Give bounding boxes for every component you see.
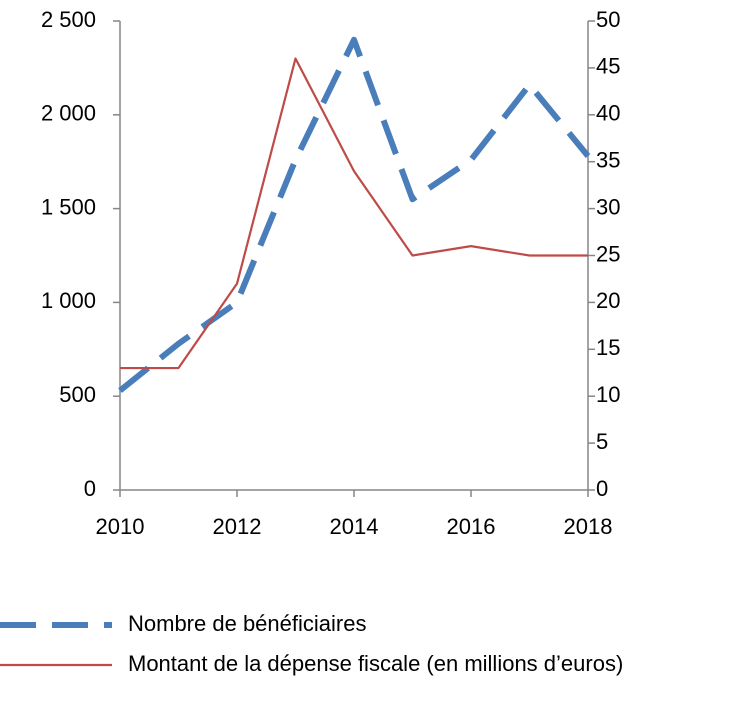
y2-tick-label: 25	[596, 241, 620, 266]
x-tick-label: 2018	[564, 514, 613, 539]
y-tick-label: 500	[59, 382, 96, 407]
y2-tick-label: 50	[596, 7, 620, 32]
x-tick-label: 2014	[330, 514, 379, 539]
x-tick-label: 2010	[96, 514, 145, 539]
legend-label: Montant de la dépense fiscale (en millio…	[128, 651, 623, 676]
series-line	[120, 57, 588, 370]
y2-tick-label: 10	[596, 382, 620, 407]
y2-tick-label: 20	[596, 288, 620, 313]
y2-tick-label: 45	[596, 54, 620, 79]
x-tick-label: 2012	[213, 514, 262, 539]
y-tick-label: 2 500	[41, 7, 96, 32]
legend-label: Nombre de bénéficiaires	[128, 611, 366, 636]
y2-tick-label: 30	[596, 194, 620, 219]
series-line	[118, 36, 591, 393]
y-tick-label: 0	[84, 476, 96, 501]
y2-tick-label: 5	[596, 429, 608, 454]
y-tick-label: 1 000	[41, 288, 96, 313]
x-tick-label: 2016	[447, 514, 496, 539]
y-tick-label: 1 500	[41, 194, 96, 219]
y2-tick-label: 0	[596, 476, 608, 501]
y2-tick-label: 35	[596, 148, 620, 173]
y-tick-label: 2 000	[41, 101, 96, 126]
y2-tick-label: 15	[596, 335, 620, 360]
y2-tick-label: 40	[596, 101, 620, 126]
